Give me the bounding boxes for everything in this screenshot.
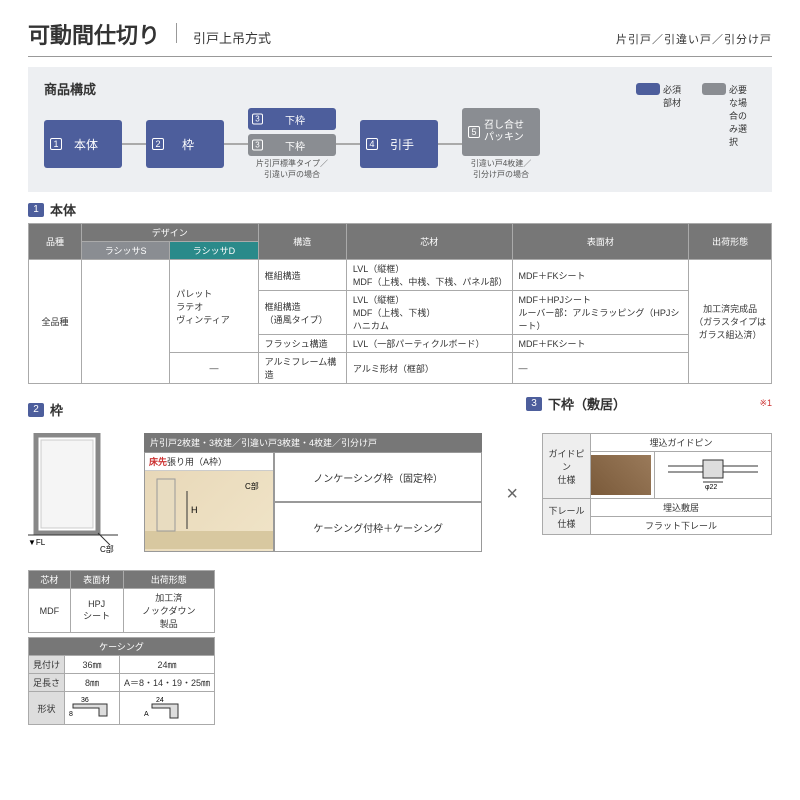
td-mdf: MDF <box>29 589 71 633</box>
legend-optional: 必要な場合のみ選択 <box>729 83 753 95</box>
td-k1: 框組構造 <box>258 260 346 291</box>
td-rail-r2: フラット下レール <box>591 517 772 535</box>
panel-title: 商品構成 <box>44 79 96 98</box>
legend-required: 必須部材 <box>663 83 687 95</box>
sec3-note: ※1 <box>759 398 772 409</box>
th-hyomen: 表面材 <box>512 224 689 260</box>
legend: 必須部材 必要な場合のみ選択 <box>636 83 756 95</box>
flow-box-2: 2枠 <box>146 120 224 168</box>
header-right: 片引戸／引違い戸／引分け戸 <box>616 31 772 47</box>
th-b-shukka: 出荷形態 <box>123 571 215 589</box>
th-hinshu: 品種 <box>29 224 82 260</box>
waku-r2: ケーシング付枠＋ケーシング <box>274 502 482 552</box>
th-ls: ラシッサS <box>81 242 169 260</box>
td-gp-r: 埋込ガイドピン <box>591 434 772 452</box>
flow-box-5: 5召し合せ パッキン <box>462 108 540 156</box>
svg-text:24: 24 <box>156 697 164 704</box>
sec2-num: 2 <box>28 403 44 417</box>
flow-box-3a: 3下枠 <box>248 108 336 130</box>
svg-text:A: A <box>144 711 149 718</box>
td-m1: MDF＋FKシート <box>512 260 689 291</box>
th-ld: ラシッサD <box>170 242 258 260</box>
td-24: 24㎜ <box>120 656 215 674</box>
td-a: A＝8・14・19・25㎜ <box>120 674 215 692</box>
page-title: 可動間仕切り <box>28 18 160 50</box>
waku-left-diagram: C部 H <box>145 471 273 551</box>
th-shin: 芯材 <box>346 224 512 260</box>
td-m4: ― <box>512 353 689 384</box>
td-ld2: ― <box>170 353 258 384</box>
flow-diagram: 1本体 2枠 3下枠 3下枠 片引戸標準タイプ／ 引違い戸の場合 4引手 5召し… <box>44 108 756 180</box>
td-rail: 下レール 仕様 <box>543 499 591 535</box>
divider <box>176 23 177 43</box>
waku-r1: ノンケーシング枠（固定枠） <box>274 452 482 502</box>
frame-diagram: ▼FL C部 <box>28 433 128 556</box>
td-hpj: HPJ シート <box>70 589 123 633</box>
guidepin-diagram: φ22 <box>663 454 763 494</box>
td-s3: LVL（一部パーティクルボード） <box>346 335 512 353</box>
td-36: 36㎜ <box>65 656 120 674</box>
sec3-table: ガイドピン 仕様 埋込ガイドピン φ22 <box>542 433 772 535</box>
sec2-title: 枠 <box>50 400 63 419</box>
td-shk: 加工済完成品 （ガラスタイプは ガラス組込済） <box>689 260 772 384</box>
note-5: 引違い戸4枚建／ 引分け戸の場合 <box>471 158 531 180</box>
svg-text:▼FL: ▼FL <box>28 538 46 547</box>
td-m2: MDF＋HPJシート ルーバー部：アルミラッピング（HPJシート） <box>512 291 689 335</box>
cross-icon: × <box>506 483 518 506</box>
td-rail-r1: 埋込敷居 <box>591 499 772 517</box>
flow-box-1: 1本体 <box>44 120 122 168</box>
td-ld1: パレット ラテオ ヴィンティア <box>170 260 258 353</box>
material-table: 芯材 表面材 出荷形態 MDF HPJ シート 加工済 ノックダウン 製品 <box>28 570 215 633</box>
td-mituke: 見付け <box>29 656 65 674</box>
shape-36: 36 8 <box>69 694 115 720</box>
cbu-label: C部 <box>100 544 114 553</box>
td-hinshu: 全品種 <box>29 260 82 384</box>
guidepin-photo <box>591 455 651 495</box>
td-m3: MDF＋FKシート <box>512 335 689 353</box>
waku-red: 床先 <box>149 457 167 467</box>
flow-box-3b: 3下枠 <box>248 134 336 156</box>
flow-box-4: 4引手 <box>360 120 438 168</box>
sec3-title: 下枠（敷居） <box>548 394 626 413</box>
page-header: 可動間仕切り 引戸上吊方式 片引戸／引違い戸／引分け戸 <box>28 18 772 57</box>
th-shukka: 出荷形態 <box>689 224 772 260</box>
page-subtitle: 引戸上吊方式 <box>193 28 271 47</box>
svg-text:φ22: φ22 <box>705 484 717 491</box>
composition-panel: 商品構成 必須部材 必要な場合のみ選択 1本体 2枠 3下枠 3下枠 片引戸標準… <box>28 67 772 192</box>
waku-header: 片引戸2枚建・3枚建／引違い戸3枚建・4枚建／引分け戸 <box>144 433 482 452</box>
shape-24: 24 A <box>144 694 190 720</box>
td-keijo: 形状 <box>29 692 65 725</box>
td-ashinaga: 足長さ <box>29 674 65 692</box>
td-8: 8㎜ <box>65 674 120 692</box>
th-design: デザイン <box>81 224 258 242</box>
td-gp: ガイドピン 仕様 <box>543 434 591 499</box>
th-kozo: 構造 <box>258 224 346 260</box>
svg-text:H: H <box>191 505 198 515</box>
svg-text:36: 36 <box>81 697 89 704</box>
waku-left-h: 張り用（A枠） <box>167 457 227 467</box>
waku-block: 片引戸2枚建・3枚建／引違い戸3枚建・4枚建／引分け戸 床先張り用（A枠） C部… <box>144 433 482 552</box>
td-s2: LVL（縦框） MDF（上桟、下桟） ハニカム <box>346 291 512 335</box>
th-casing: ケーシング <box>29 638 215 656</box>
th-b-shin: 芯材 <box>29 571 71 589</box>
td-s1: LVL（縦框） MDF（上桟、中桟、下桟、パネル部） <box>346 260 512 291</box>
svg-text:C部: C部 <box>245 481 259 491</box>
th-b-hyomen: 表面材 <box>70 571 123 589</box>
casing-table: ケーシング 見付け 36㎜ 24㎜ 足長さ 8㎜ A＝8・14・19・25㎜ 形… <box>28 637 215 725</box>
td-s4: アルミ形材（框部） <box>346 353 512 384</box>
sec1-num: 1 <box>28 203 44 217</box>
note-3b: 片引戸標準タイプ／ 引違い戸の場合 <box>256 158 328 180</box>
svg-text:8: 8 <box>69 711 73 718</box>
td-k3: フラッシュ構造 <box>258 335 346 353</box>
sec1-title: 本体 <box>50 200 76 219</box>
td-k2: 框組構造 （通風タイプ） <box>258 291 346 335</box>
sec3-num: 3 <box>526 397 542 411</box>
table-hontai: 品種 デザイン 構造 芯材 表面材 出荷形態 ラシッサS ラシッサD 全品種 パ… <box>28 223 772 384</box>
td-b-shk: 加工済 ノックダウン 製品 <box>123 589 215 633</box>
td-k4: アルミフレーム構造 <box>258 353 346 384</box>
